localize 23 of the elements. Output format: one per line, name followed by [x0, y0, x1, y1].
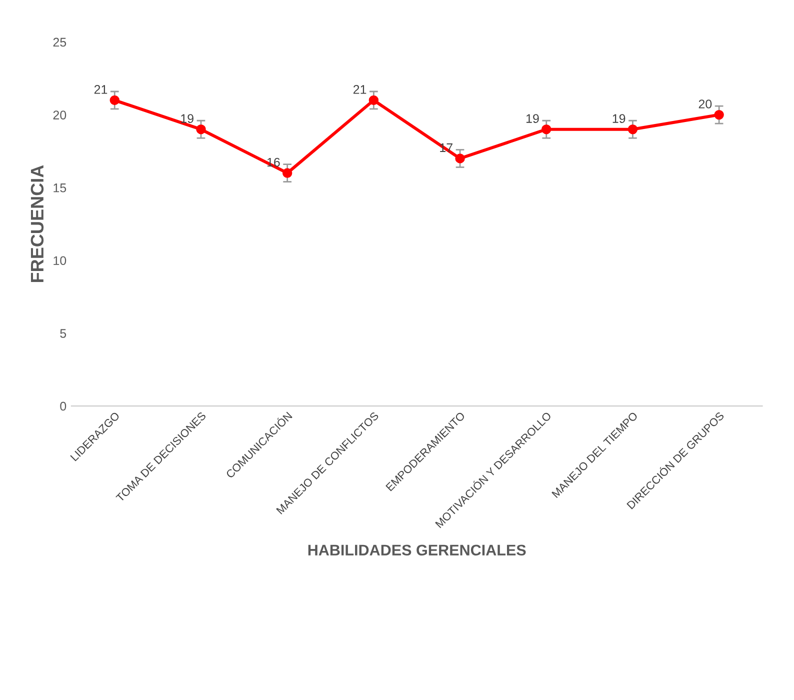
point: [628, 124, 638, 134]
point: [542, 124, 552, 134]
data-label: 19: [526, 114, 539, 123]
data-label: 19: [612, 114, 626, 123]
y-tick-label: 20: [53, 110, 66, 120]
y-tick-label: 0: [60, 402, 66, 411]
y-tick-label: 15: [54, 184, 66, 192]
point: [196, 124, 206, 134]
y-axis-title: FRECUENCIA: [30, 165, 44, 282]
data-label: 21: [94, 85, 108, 94]
point: [282, 168, 292, 178]
point: [368, 95, 379, 106]
y-tick-label: 25: [53, 38, 66, 47]
data-label: 16: [267, 158, 280, 167]
point: [714, 110, 724, 120]
y-tick-label: 10: [54, 256, 66, 266]
point: [110, 95, 120, 106]
data-label: 19: [181, 114, 194, 123]
data-label: 20: [698, 100, 712, 108]
data-label: 21: [353, 85, 366, 94]
x-axis-title: HABILIDADES GERENCIALES: [308, 544, 526, 556]
point: [455, 154, 465, 164]
y-tick-label: 5: [60, 329, 66, 338]
